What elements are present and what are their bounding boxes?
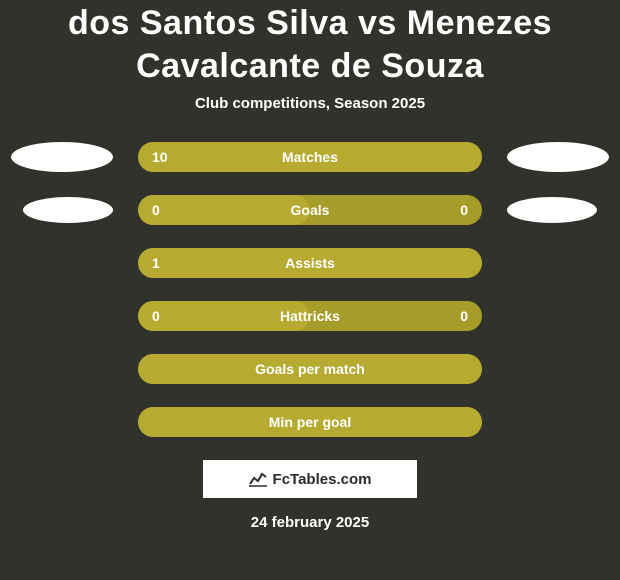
stat-label: Matches	[282, 149, 338, 165]
stat-label: Goals	[291, 202, 330, 218]
stat-row: Goals per match	[8, 354, 612, 384]
stat-bar: 1 Assists	[138, 248, 482, 278]
stat-bar: Goals per match	[138, 354, 482, 384]
stat-row: 0 Goals 0	[8, 195, 612, 225]
avatar-spacer	[11, 407, 113, 437]
avatar-spacer	[507, 301, 609, 331]
stat-bar: Min per goal	[138, 407, 482, 437]
stat-row: 10 Matches	[8, 142, 612, 172]
stats-area: 10 Matches 0 Goals 0 1 Assists 0 Hattricks 0 Goals…	[0, 142, 620, 437]
stat-value-left: 1	[152, 255, 160, 271]
stat-bar-fill	[138, 195, 310, 225]
avatar-spacer	[11, 301, 113, 331]
stat-bar: 0 Goals 0	[138, 195, 482, 225]
player-avatar-left	[11, 142, 113, 172]
stat-value-right: 0	[460, 202, 468, 218]
avatar-spacer	[11, 354, 113, 384]
page-title: dos Santos Silva vs Menezes Cavalcante d…	[0, 0, 620, 95]
player-avatar-left	[23, 197, 113, 223]
stat-label: Assists	[285, 255, 335, 271]
avatar-spacer	[507, 248, 609, 278]
stat-value-left: 0	[152, 202, 160, 218]
stat-row: 1 Assists	[8, 248, 612, 278]
avatar-spacer	[507, 354, 609, 384]
stat-bar: 10 Matches	[138, 142, 482, 172]
player-avatar-right	[507, 142, 609, 172]
stat-label: Goals per match	[255, 361, 365, 377]
stat-row: Min per goal	[8, 407, 612, 437]
avatar-spacer	[11, 248, 113, 278]
stat-row: 0 Hattricks 0	[8, 301, 612, 331]
subtitle: Club competitions, Season 2025	[0, 95, 620, 112]
stat-value-left: 10	[152, 149, 168, 165]
avatar-spacer	[507, 407, 609, 437]
chart-icon	[249, 471, 267, 487]
comparison-card: dos Santos Silva vs Menezes Cavalcante d…	[0, 0, 620, 580]
source-badge: FcTables.com	[203, 460, 417, 498]
stat-value-left: 0	[152, 308, 160, 324]
stat-bar: 0 Hattricks 0	[138, 301, 482, 331]
stat-label: Min per goal	[269, 414, 351, 430]
footer-date: 24 february 2025	[0, 514, 620, 531]
stat-value-right: 0	[460, 308, 468, 324]
stat-label: Hattricks	[280, 308, 340, 324]
source-badge-text: FcTables.com	[273, 471, 372, 488]
player-avatar-right	[507, 197, 597, 223]
